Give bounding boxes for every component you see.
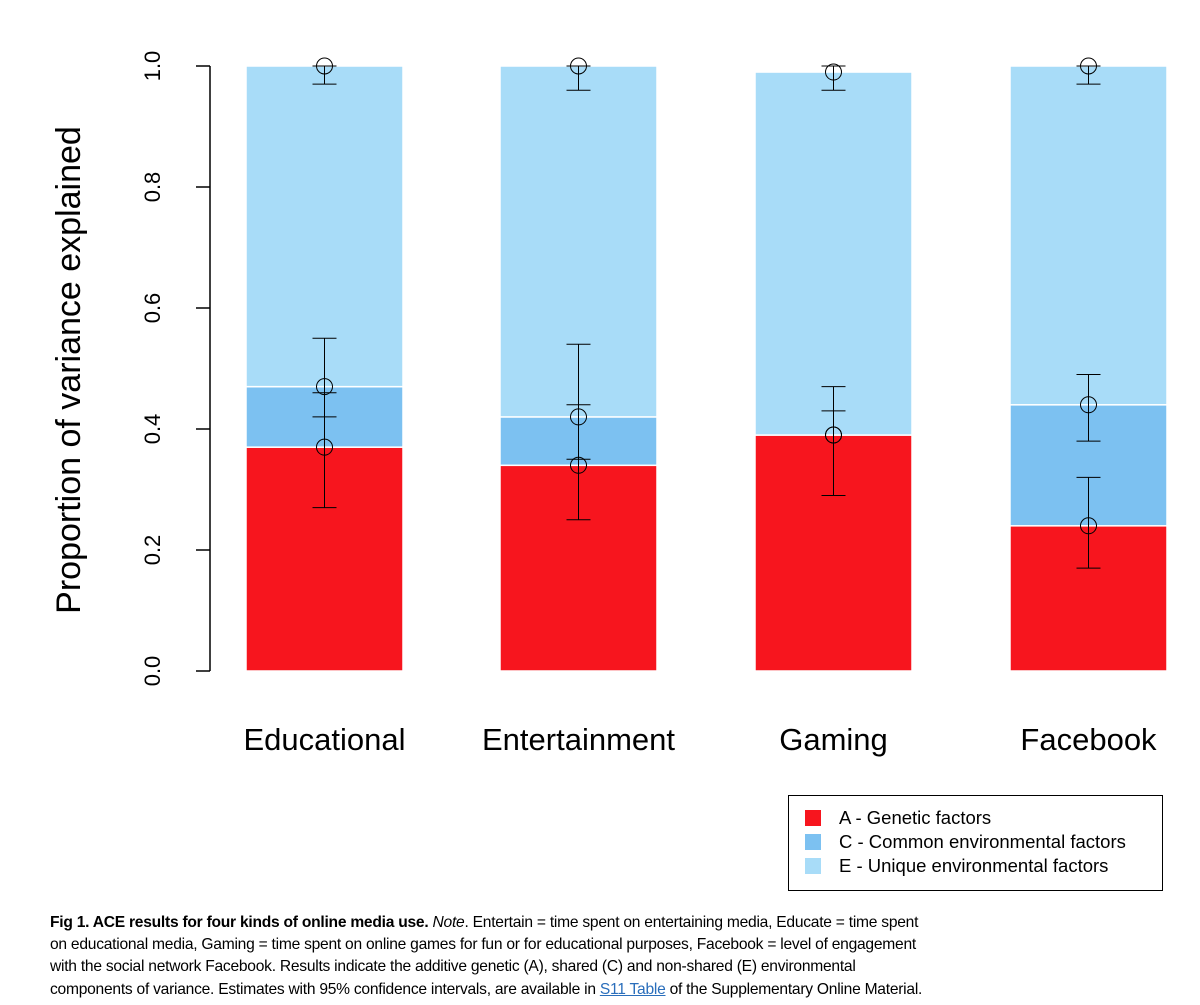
legend: A - Genetic factors C - Common environme… — [788, 795, 1163, 891]
bar-educational-e — [245, 65, 404, 388]
x-tick-label-facebook: Facebook — [1020, 722, 1157, 757]
figure-caption: Fig 1. ACE results for four kinds of onl… — [50, 912, 1170, 1001]
caption-line-3: with the social network Facebook. Result… — [50, 958, 856, 976]
legend-swatch-a — [805, 810, 821, 826]
legend-swatch-c — [805, 834, 821, 850]
errorbar-facebook-e-point — [1080, 57, 1097, 75]
errorbar-gaming-c-point — [825, 426, 842, 444]
y-tick-label-5: 1.0 — [140, 51, 165, 82]
y-tick-label-3: 0.6 — [140, 293, 165, 324]
errorbar-educational-c-point — [316, 378, 333, 396]
caption-line-4: components of variance. Estimates with 9… — [50, 979, 1170, 1001]
errorbar-entertainment-c-point — [570, 408, 587, 426]
s11-table-link[interactable]: S11 Table — [599, 980, 666, 998]
caption-line-4-end: of the Supplementary Online Material. — [665, 980, 923, 998]
caption-note-label: Note — [432, 914, 465, 931]
y-tick-label-0: 0.0 — [140, 656, 165, 687]
caption-fig-label: Fig 1. ACE results for four kinds of onl… — [50, 914, 429, 931]
caption-line-1-rest: . Entertain = time spent on entertaining… — [464, 914, 919, 931]
y-tick-label-1: 0.2 — [140, 535, 165, 566]
legend-label-a: A - Genetic factors — [839, 807, 992, 828]
legend-item-c: C - Common environmental factors — [805, 830, 1126, 854]
caption-line-4-start: components of variance. Estimates with 9… — [50, 980, 600, 998]
caption-line-1: Fig 1. ACE results for four kinds of onl… — [50, 912, 1170, 934]
errorbar-facebook-a-point — [1080, 517, 1097, 535]
y-tick-label-2: 0.4 — [140, 414, 165, 445]
errorbar-gaming-e-point — [825, 63, 842, 81]
legend-label-e: E - Unique environmental factors — [839, 855, 1109, 876]
bar-facebook-e — [1009, 65, 1168, 406]
x-tick-label-educational: Educational — [243, 722, 405, 757]
legend-label-c: C - Common environmental factors — [839, 831, 1126, 852]
legend-item-e: E - Unique environmental factors — [805, 854, 1108, 878]
legend-swatch-e — [805, 858, 821, 874]
caption-line-2: on educational media, Gaming = time spen… — [50, 936, 916, 954]
x-tick-label-gaming: Gaming — [779, 722, 888, 757]
errorbar-entertainment-e-point — [570, 57, 587, 75]
legend-item-a: A - Genetic factors — [805, 806, 991, 830]
errorbar-educational-a-point — [316, 438, 333, 456]
errorbar-facebook-c-point — [1080, 396, 1097, 414]
bar-gaming-e — [754, 71, 913, 436]
chart: 0.0 0.2 0.4 0.6 0.8 1.0 Proportion of variance… — [50, 51, 1168, 757]
y-axis-label: Proportion of variance explained — [50, 126, 88, 614]
errorbar-educational-e-point — [316, 57, 333, 75]
y-tick-label-4: 0.8 — [140, 172, 165, 203]
x-tick-label-entertainment: Entertainment — [482, 722, 675, 757]
